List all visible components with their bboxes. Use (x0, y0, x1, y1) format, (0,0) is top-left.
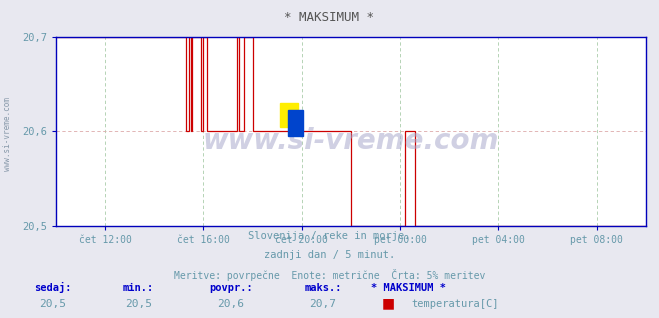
Bar (279, 103, 298, 127)
Text: Slovenija / reke in morje.: Slovenija / reke in morje. (248, 231, 411, 240)
Bar (288, 110, 302, 136)
Text: * MAKSIMUM *: * MAKSIMUM * (371, 283, 446, 293)
Text: Meritve: povrpečne  Enote: metrične  Črta: 5% meritev: Meritve: povrpečne Enote: metrične Črta:… (174, 269, 485, 281)
Text: 20,5: 20,5 (40, 299, 66, 309)
Text: povpr.:: povpr.: (209, 283, 252, 293)
Text: maks.:: maks.: (304, 283, 341, 293)
Text: 20,6: 20,6 (217, 299, 244, 309)
Text: * MAKSIMUM *: * MAKSIMUM * (285, 11, 374, 24)
Text: sedaj:: sedaj: (34, 282, 71, 293)
Text: min.:: min.: (123, 283, 154, 293)
Text: temperatura[C]: temperatura[C] (411, 299, 498, 309)
Text: 20,7: 20,7 (310, 299, 336, 309)
Text: 20,5: 20,5 (125, 299, 152, 309)
Text: www.si-vreme.com: www.si-vreme.com (3, 97, 13, 170)
Text: zadnji dan / 5 minut.: zadnji dan / 5 minut. (264, 250, 395, 259)
Text: ■: ■ (382, 297, 395, 311)
Text: www.si-vreme.com: www.si-vreme.com (203, 127, 499, 155)
